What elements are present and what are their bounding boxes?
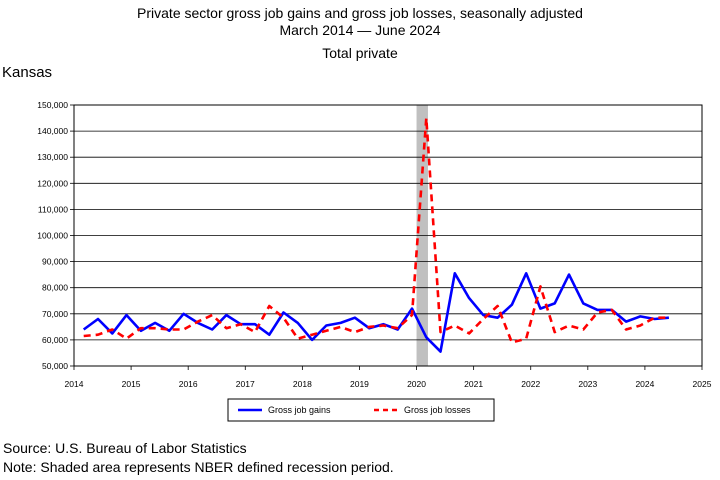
legend-box — [227, 398, 495, 422]
x-tick-label: 2022 — [521, 379, 540, 389]
y-tick-label: 70,000 — [42, 309, 68, 319]
x-tick-label: 2025 — [693, 379, 712, 389]
x-tick-label: 2024 — [635, 379, 654, 389]
x-tick-label: 2015 — [122, 379, 141, 389]
x-tick-label: 2023 — [578, 379, 597, 389]
chart-subtitle: Total private — [322, 45, 398, 61]
legend-label: Gross job losses — [404, 405, 471, 415]
chart-title: Private sector gross job gains and gross… — [137, 5, 583, 21]
y-tick-label: 100,000 — [37, 231, 68, 241]
x-tick-label: 2017 — [236, 379, 255, 389]
x-tick-label: 2014 — [65, 379, 84, 389]
legend-label: Gross job gains — [268, 405, 331, 415]
plot-frame — [73, 104, 703, 367]
y-tick-label: 50,000 — [42, 361, 68, 371]
y-tick-label: 140,000 — [37, 126, 68, 136]
source-note: Source: U.S. Bureau of Labor Statistics — [3, 440, 247, 456]
y-tick-label: 80,000 — [42, 283, 68, 293]
x-tick-label: 2020 — [407, 379, 426, 389]
y-tick-label: 60,000 — [42, 335, 68, 345]
x-tick-label: 2019 — [350, 379, 369, 389]
series-line-gross-job-gains — [82, 271, 670, 353]
x-tick-label: 2018 — [293, 379, 312, 389]
y-tick-label: 130,000 — [37, 152, 68, 162]
y-tick-label: 120,000 — [37, 178, 68, 188]
region-label: Kansas — [2, 64, 53, 81]
series-line-gross-job-losses — [83, 116, 669, 344]
y-tick-label: 110,000 — [38, 204, 68, 214]
y-tick-label: 150,000 — [37, 100, 68, 110]
x-tick-label: 2021 — [464, 379, 483, 389]
recession-note: Note: Shaded area represents NBER define… — [3, 459, 394, 475]
chart-date-range: March 2014 — June 2024 — [279, 22, 441, 38]
x-tick-label: 2016 — [179, 379, 198, 389]
y-tick-label: 90,000 — [42, 257, 68, 267]
